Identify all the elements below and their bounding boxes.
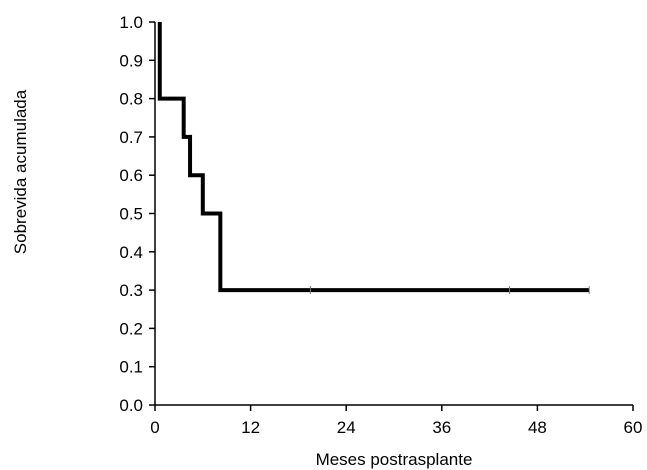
- y-tick-label: 0.1: [119, 358, 143, 377]
- y-tick-label: 0.4: [119, 243, 143, 262]
- x-tick-label: 0: [150, 418, 159, 437]
- y-tick-label: 0.0: [119, 396, 143, 415]
- y-ticks: 0.0 0.1 0.2 0.3 0.4 0.5 0.6 0.7 0.8 0.9 1.0: [119, 13, 155, 415]
- y-axis-title: Sobrevida acumulada: [11, 89, 30, 254]
- x-ticks: 0 12 24 36 48 60: [150, 405, 642, 437]
- axes: [154, 22, 633, 406]
- y-tick-label: 0.3: [119, 281, 143, 300]
- y-tick-label: 1.0: [119, 13, 143, 32]
- y-tick-label: 0.7: [119, 128, 143, 147]
- x-tick-label: 12: [241, 418, 260, 437]
- y-tick-label: 0.8: [119, 90, 143, 109]
- x-tick-label: 24: [337, 418, 356, 437]
- survival-step-line: [157, 22, 590, 293]
- x-tick-label: 48: [528, 418, 547, 437]
- y-tick-label: 0.6: [119, 166, 143, 185]
- y-tick-label: 0.2: [119, 319, 143, 338]
- y-tick-label: 0.5: [119, 205, 143, 224]
- x-tick-label: 60: [624, 418, 643, 437]
- series-group: [157, 22, 590, 295]
- x-tick-label: 36: [432, 418, 451, 437]
- y-tick-label: 0.9: [119, 51, 143, 70]
- x-axis-title: Meses postrasplante: [316, 450, 473, 469]
